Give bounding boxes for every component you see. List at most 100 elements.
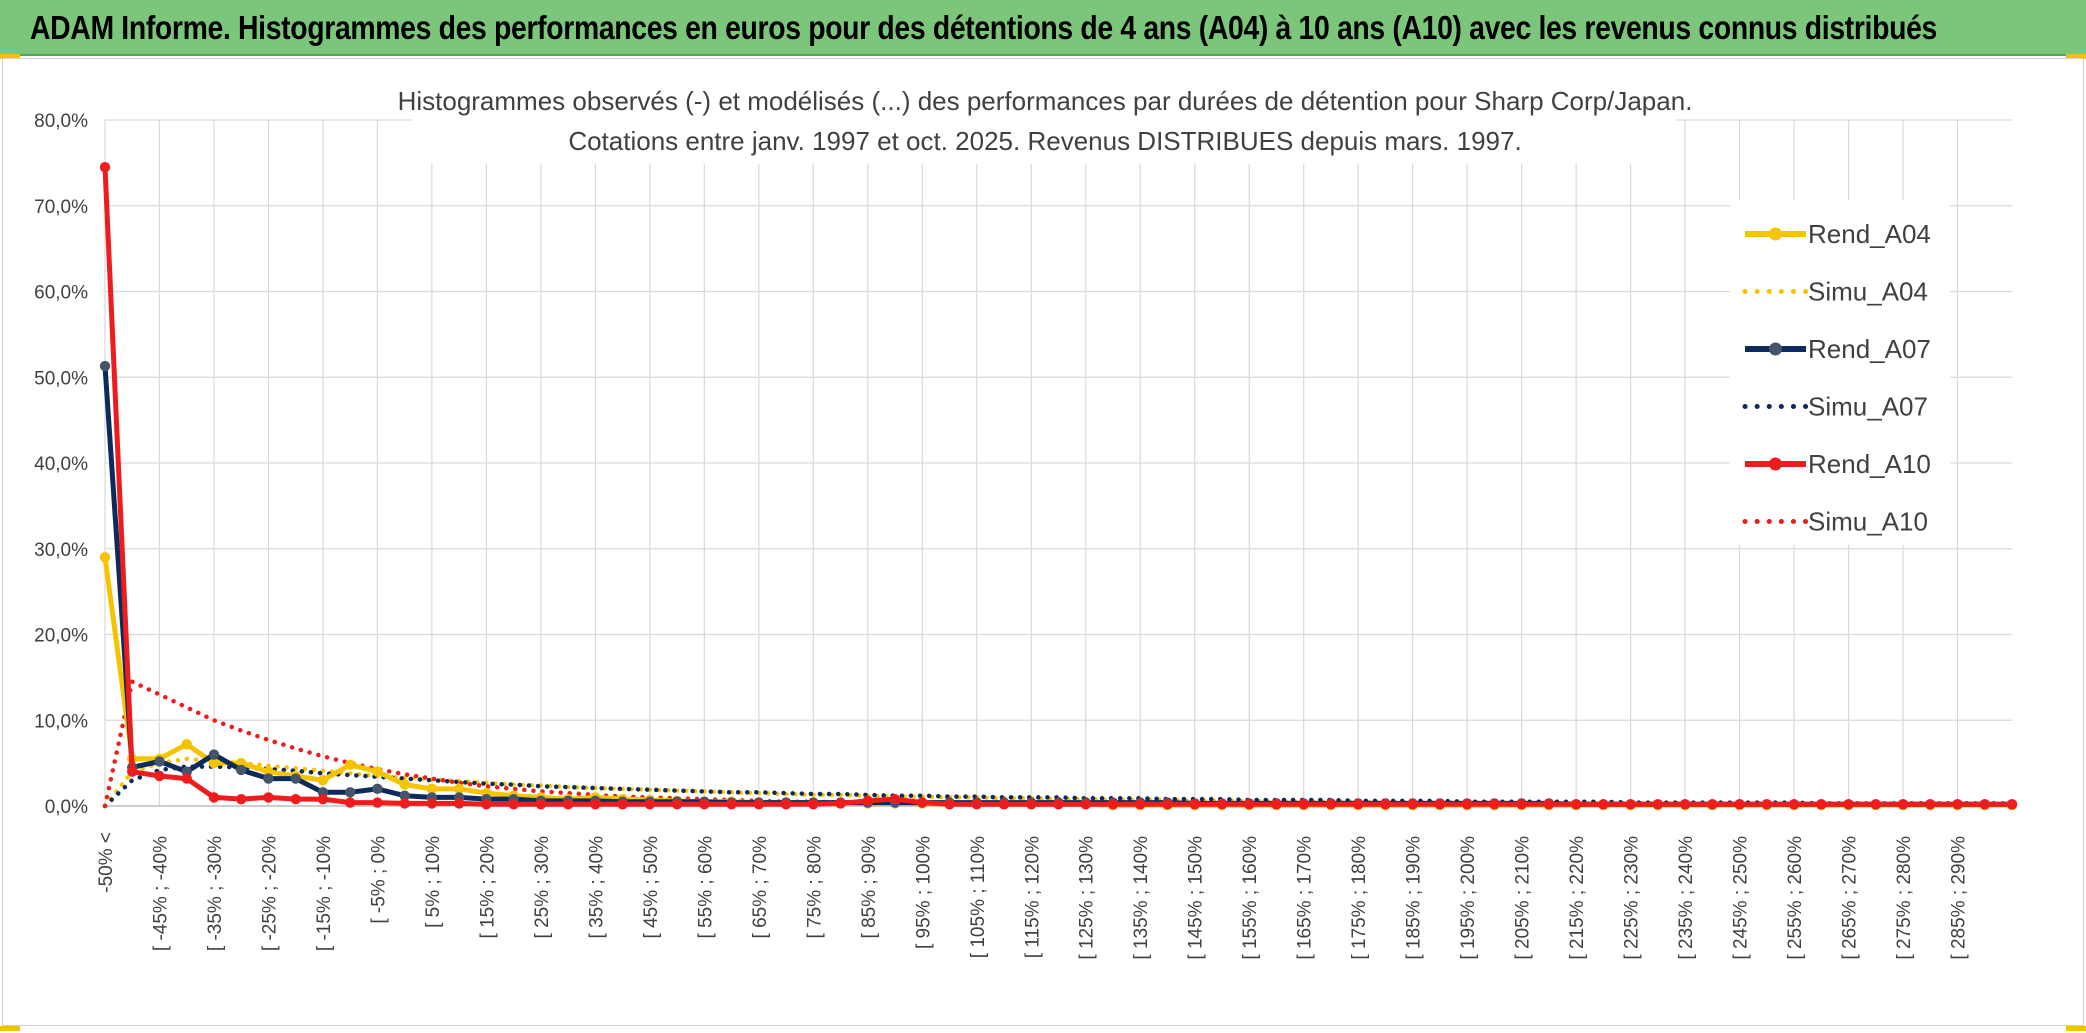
x-tick-label: [ 55% ; 60% <box>695 836 716 939</box>
x-tick-label: [ -35% ; -30% <box>205 836 226 951</box>
data-point-rend-a10 <box>1162 799 1173 810</box>
series-line-rend-a07 <box>102 365 2012 807</box>
legend-label: Simu_A04 <box>1808 277 1928 307</box>
data-point-rend-a04 <box>99 552 111 563</box>
y-tick-label: 10,0% <box>34 711 88 732</box>
data-point-rend-a10 <box>399 798 410 809</box>
data-point-rend-a10 <box>426 798 438 809</box>
x-tick-label: [ 255% ; 260% <box>1785 836 1806 960</box>
data-point-rend-a10 <box>1925 799 1936 810</box>
data-point-rend-a10 <box>1816 799 1827 810</box>
legend-marker <box>1769 227 1782 241</box>
chart-frame <box>2 58 2084 1026</box>
x-tick-label: [ 45% ; 50% <box>641 836 662 939</box>
y-tick-label: 20,0% <box>34 626 88 647</box>
data-point-rend-a07 <box>99 360 111 372</box>
data-point-rend-a07 <box>399 790 410 801</box>
data-point-rend-a07 <box>208 749 220 760</box>
data-point-rend-a10 <box>780 799 792 810</box>
corner-accent-right <box>2066 54 2086 59</box>
data-point-rend-a10 <box>1434 799 1446 810</box>
data-point-rend-a10 <box>1570 799 1582 810</box>
legend-marker <box>1769 342 1782 356</box>
data-point-rend-a10 <box>1216 799 1228 810</box>
x-tick-label: [ -15% ; -10% <box>314 836 335 951</box>
data-point-rend-a10 <box>453 798 465 809</box>
data-point-rend-a04 <box>317 775 329 786</box>
x-tick-label: [ 115% ; 120% <box>1022 836 1043 958</box>
data-point-rend-a10 <box>481 799 492 810</box>
data-point-rend-a10 <box>917 797 928 808</box>
data-point-rend-a10 <box>181 773 192 784</box>
x-tick-label: [ 175% ; 180% <box>1349 836 1370 960</box>
x-tick-label: [ 185% ; 190% <box>1404 836 1425 960</box>
x-tick-label: [ -45% ; -40% <box>150 836 171 951</box>
data-point-rend-a10 <box>808 799 819 810</box>
data-point-rend-a10 <box>372 797 383 808</box>
x-tick-label: [ 165% ; 170% <box>1295 836 1316 960</box>
data-point-rend-a10 <box>1407 799 1418 810</box>
chart-title: Histogrammes observés (-) et modélisés (… <box>398 86 1693 116</box>
x-tick-label: [ 205% ; 210% <box>1513 836 1534 960</box>
data-point-rend-a10 <box>1870 799 1881 810</box>
x-tick-label: [ 215% ; 220% <box>1567 836 1588 960</box>
data-point-rend-a10 <box>1897 799 1909 810</box>
data-point-rend-a10 <box>236 793 247 805</box>
y-tick-label: 40,0% <box>34 454 88 475</box>
chart-series <box>99 161 2018 811</box>
series-line-rend-a04 <box>102 556 2012 808</box>
data-point-rend-a10 <box>1026 799 1037 810</box>
data-point-rend-a10 <box>1788 799 1800 810</box>
data-point-rend-a07 <box>290 773 301 784</box>
legend-label: Rend_A07 <box>1808 334 1931 364</box>
data-point-rend-a10 <box>1380 799 1391 810</box>
data-point-rend-a10 <box>1107 799 1119 810</box>
data-point-rend-a10 <box>1979 799 1990 810</box>
x-tick-label: [ 75% ; 80% <box>804 836 825 939</box>
x-tick-label: [ 85% ; 90% <box>859 836 880 939</box>
data-point-rend-a07 <box>372 783 383 795</box>
data-point-rend-a10 <box>1053 799 1064 810</box>
data-point-rend-a07 <box>263 773 274 784</box>
x-tick-label: [ 145% ; 150% <box>1186 836 1207 960</box>
data-point-rend-a10 <box>862 795 873 807</box>
x-tick-label: [ 275% ; 280% <box>1894 836 1915 960</box>
data-point-rend-a10 <box>1189 799 1200 810</box>
data-point-rend-a10 <box>1516 799 1527 810</box>
data-point-rend-a10 <box>644 799 656 810</box>
data-point-rend-a10 <box>753 799 765 810</box>
data-point-rend-a10 <box>562 799 574 810</box>
data-point-rend-a10 <box>971 799 982 810</box>
data-point-rend-a07 <box>154 756 165 767</box>
data-point-rend-a10 <box>1952 799 1963 810</box>
data-point-rend-a10 <box>1707 799 1718 810</box>
legend-label: Rend_A10 <box>1808 449 1931 479</box>
legend-label: Simu_A07 <box>1808 392 1928 422</box>
data-point-rend-a10 <box>1625 799 1636 810</box>
x-tick-label: [ -25% ; -20% <box>259 836 280 951</box>
x-tick-label: [ 265% ; 270% <box>1840 836 1861 960</box>
data-point-rend-a10 <box>1761 799 1773 810</box>
data-point-rend-a10 <box>1489 799 1500 810</box>
data-point-rend-a10 <box>1298 799 1309 810</box>
data-point-rend-a10 <box>1271 799 1282 810</box>
data-point-rend-a10 <box>944 799 955 810</box>
data-point-rend-a04 <box>208 757 220 769</box>
data-point-rend-a10 <box>208 792 220 803</box>
data-point-rend-a10 <box>1352 799 1364 810</box>
y-tick-label: 80,0% <box>34 111 88 132</box>
x-tick-label: [ 65% ; 70% <box>750 836 771 939</box>
y-tick-label: 0,0% <box>45 797 88 818</box>
x-axis: -50% < [ -45% ; -40% [ -35% ; -30% [ -25% ;… <box>96 832 1970 960</box>
data-point-rend-a04 <box>453 783 465 795</box>
data-point-rend-a10 <box>535 799 547 810</box>
x-tick-label: [ 155% ; 160% <box>1240 836 1261 960</box>
data-point-rend-a04 <box>344 759 356 771</box>
legend-label: Rend_A04 <box>1808 219 1931 249</box>
chart-subtitle: Cotations entre janv. 1997 et oct. 2025.… <box>568 126 1521 156</box>
data-point-rend-a10 <box>835 798 846 809</box>
data-point-rend-a10 <box>344 797 356 808</box>
data-point-rend-a10 <box>671 799 683 810</box>
data-point-rend-a10 <box>726 799 737 810</box>
